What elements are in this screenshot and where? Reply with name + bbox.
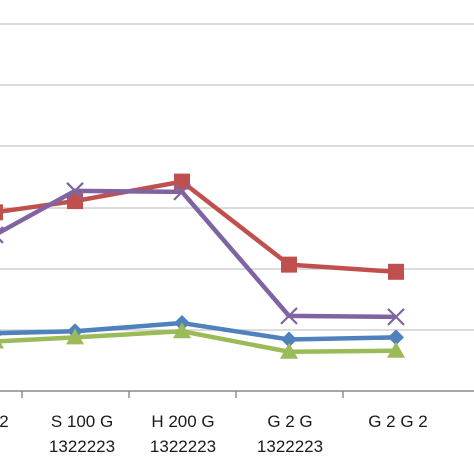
- series-0-point-2: [174, 173, 190, 190]
- series-1-point-4: [387, 308, 405, 326]
- series-1-point-1: [66, 182, 84, 200]
- series-1-point-0: [0, 226, 4, 244]
- series-0-point-4: [388, 263, 404, 280]
- series-2-point-3: [281, 331, 297, 348]
- x-tick-label-0-0: 2: [0, 412, 9, 431]
- x-tick-label-2-1: 1322223: [150, 437, 216, 456]
- series-3-point-1: [66, 328, 84, 345]
- series-3-point-4: [387, 341, 405, 358]
- series-0-line: [0, 179, 397, 275]
- series-3-point-0: [0, 341, 4, 349]
- x-tick-label-3-1: 1322223: [257, 437, 323, 456]
- series-1-point-2: [173, 183, 191, 201]
- series-3-line: [0, 329, 397, 354]
- series-3-point-2: [173, 322, 191, 339]
- series-3-point-3: [280, 342, 298, 359]
- series-1-point-3: [280, 307, 298, 325]
- series-2-point-0: [0, 330, 3, 337]
- x-tick-label-1-1: 1322223: [49, 437, 115, 456]
- series-1-line: [0, 188, 397, 320]
- x-tick-label-3-0: G 2 G: [267, 412, 312, 431]
- series-2-point-4: [388, 329, 404, 346]
- x-tick-label-4-0: G 2 G 2: [368, 412, 428, 431]
- x-tick-label-2-0: H 200 G: [151, 412, 214, 431]
- series-0-point-1: [67, 193, 83, 210]
- series-0-point-3: [281, 256, 297, 273]
- series-0-point-0: [0, 204, 3, 221]
- x-tick-label-1-0: S 100 G: [51, 412, 113, 431]
